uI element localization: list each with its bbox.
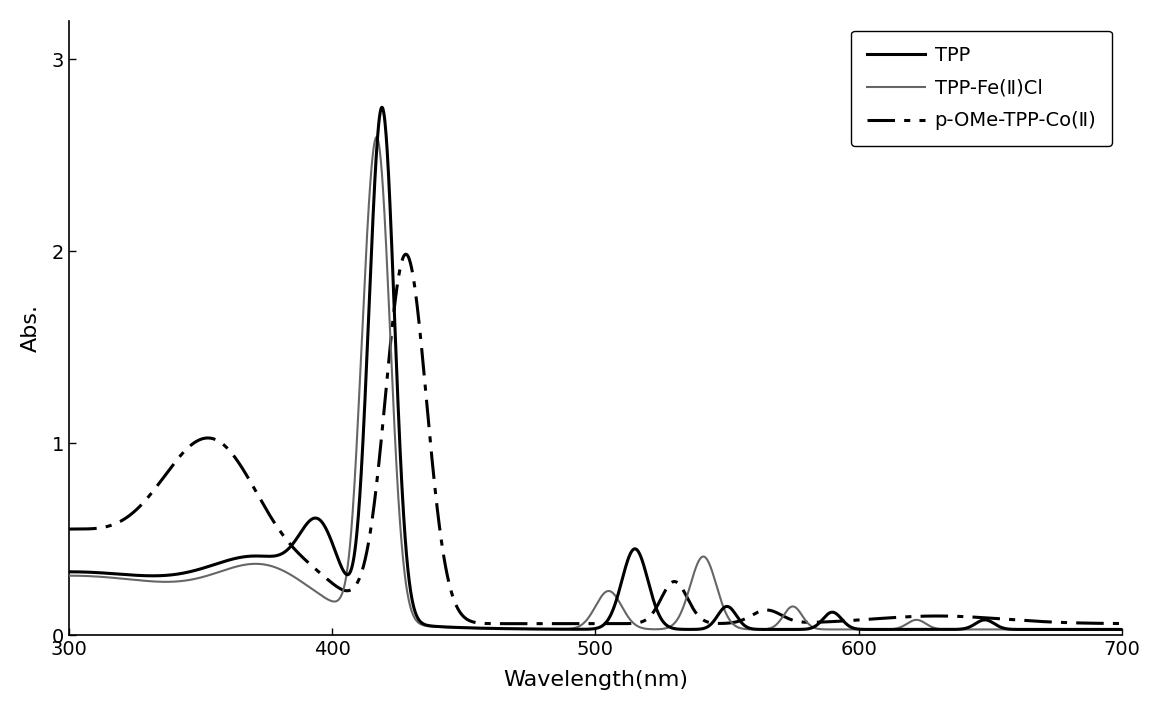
X-axis label: Wavelength(nm): Wavelength(nm) bbox=[503, 670, 688, 690]
Legend: TPP, TPP-Fe(Ⅱ)Cl, p-OMe-TPP-Co(Ⅱ): TPP, TPP-Fe(Ⅱ)Cl, p-OMe-TPP-Co(Ⅱ) bbox=[851, 31, 1112, 146]
Y-axis label: Abs.: Abs. bbox=[21, 304, 41, 352]
